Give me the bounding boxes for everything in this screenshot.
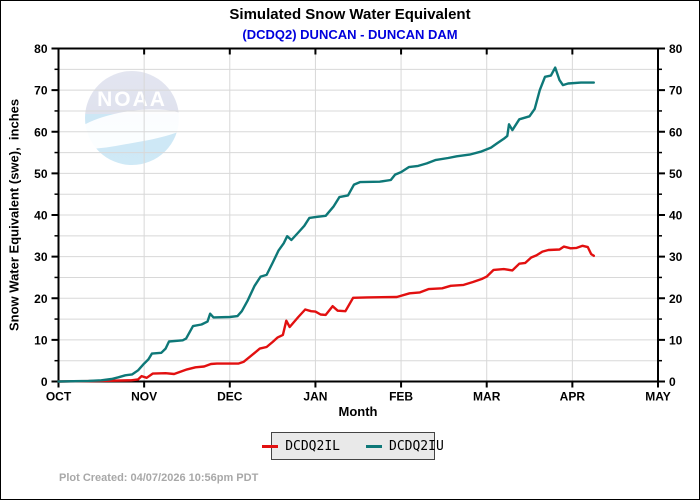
dcdq2iu-line-swatch (366, 444, 382, 448)
legend-label-dcdq2il: DCDQ2IL (285, 438, 340, 454)
noaa-logo-text: NOAA (97, 88, 167, 111)
legend: DCDQ2IL DCDQ2IU (262, 432, 444, 460)
x-axis-tick-label: OCT (46, 390, 72, 404)
legend-entry-dcdq2il: DCDQ2IL (262, 439, 340, 454)
y-axis-tick-label-right: 20 (669, 292, 683, 306)
y-axis-tick-label-right: 10 (669, 333, 683, 347)
y-axis-tick-label-left: 10 (34, 333, 48, 347)
x-axis-tick-label: MAR (473, 390, 501, 404)
legend-label-dcdq2iu: DCDQ2IU (389, 438, 444, 454)
x-axis-tick-label: MAY (645, 390, 671, 404)
y-axis-tick-label-left: 20 (34, 292, 48, 306)
series-line-DCDQ2IU (57, 66, 595, 383)
y-axis-tick-label-left: 30 (34, 250, 48, 264)
plot-created-timestamp: Plot Created: 04/07/2026 10:56pm PDT (59, 472, 259, 484)
y-axis-tick-label-left: 0 (41, 375, 48, 389)
y-axis-tick-label-right: 80 (669, 42, 683, 56)
legend-entry-dcdq2iu: DCDQ2IU (366, 439, 444, 454)
chart-subtitle: (DCDQ2) DUNCAN - DUNCAN DAM (242, 27, 458, 42)
y-axis-tick-label-left: 60 (34, 125, 48, 139)
series-line-DCDQ2IL (57, 244, 595, 383)
x-axis-tick-label: JAN (303, 390, 327, 404)
y-axis-tick-label-right: 70 (669, 84, 683, 98)
x-axis-tick-label: APR (560, 390, 586, 404)
x-axis-tick-label: NOV (131, 390, 157, 404)
y-axis-tick-label-left: 80 (34, 42, 48, 56)
y-axis-tick-label-right: 40 (669, 209, 683, 223)
y-axis-tick-label-left: 40 (34, 209, 48, 223)
x-axis-tick-label: DEC (217, 390, 243, 404)
y-axis-tick-label-right: 0 (669, 375, 676, 389)
noaa-logo-watermark: NOAA (69, 71, 193, 165)
y-axis-tick-label-right: 30 (669, 250, 683, 264)
chart-title: Simulated Snow Water Equivalent (229, 6, 471, 23)
y-axis-tick-label-left: 50 (34, 167, 48, 181)
y-axis-tick-label-left: 70 (34, 84, 48, 98)
y-axis-tick-label-right: 50 (669, 167, 683, 181)
y-axis-tick-label-right: 60 (669, 125, 683, 139)
dcdq2il-line-swatch (262, 444, 279, 448)
x-axis-title: Month (338, 404, 378, 419)
x-axis-tick-label: FEB (389, 390, 413, 404)
